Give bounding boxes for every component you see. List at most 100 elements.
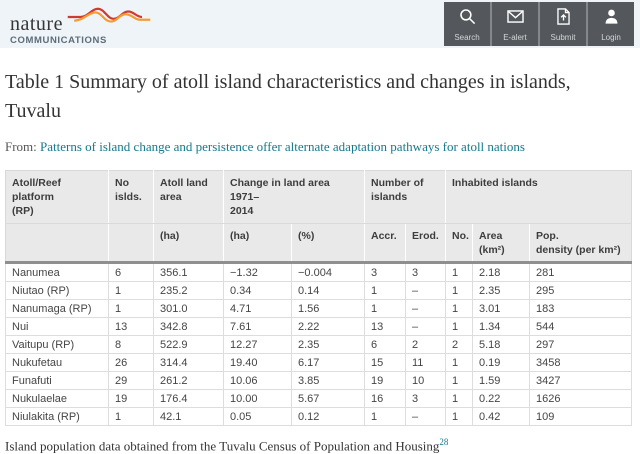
table-cell: 10.00: [223, 388, 292, 408]
table-cell: 2.35: [472, 280, 530, 300]
table-cell: 544: [529, 316, 632, 336]
table-cell: 176.4: [153, 388, 224, 408]
reference-28-link[interactable]: 28: [439, 436, 449, 447]
table-cell: 1626: [529, 388, 632, 408]
table-cell: 3458: [529, 352, 632, 372]
table-cell: 356.1: [153, 261, 224, 282]
search-icon: [458, 7, 477, 31]
table-cell: 1: [364, 280, 406, 300]
table-cell: 42.1: [153, 406, 224, 426]
table-cell: −1.32: [223, 261, 292, 282]
table-cell: 29: [108, 370, 154, 390]
column-sub-header: (%): [291, 223, 365, 264]
atoll-name-cell: Vaitupu (RP): [5, 334, 109, 354]
submit-button[interactable]: Submit: [540, 2, 586, 46]
table-cell: 522.9: [153, 334, 224, 354]
table-cell: 0.14: [291, 280, 365, 300]
table-cell: –: [405, 298, 446, 318]
table-cell: 4.71: [223, 298, 292, 318]
search-button[interactable]: Search: [444, 2, 490, 46]
table-row: Vaitupu (RP) 8 522.9 12.27 2.35 6 2 2 5.18 297: [5, 334, 632, 354]
table-cell: 2.35: [291, 334, 365, 354]
e-alert-button-label: E-alert: [503, 32, 527, 42]
atoll-name-cell: Niulakita (RP): [5, 406, 109, 426]
table-cell: 0.42: [472, 406, 530, 426]
table-cell: 6: [364, 334, 406, 354]
table-cell: 261.2: [153, 370, 224, 390]
header-button-bar: Search E-alert Submit: [444, 2, 634, 46]
table-cell: 2.18: [472, 261, 530, 282]
table-row: Nui 13 342.8 7.61 2.22 13–1 1.34 544: [5, 316, 632, 336]
table-cell: 1.59: [472, 370, 530, 390]
table-cell: 1: [108, 298, 154, 318]
table-cell: 2: [445, 334, 473, 354]
from-line: From: Patterns of island change and pers…: [5, 139, 635, 155]
article-link[interactable]: Patterns of island change and persistenc…: [40, 139, 525, 154]
table-cell: 16: [364, 388, 406, 408]
table-cell: 0.22: [472, 388, 530, 408]
table-cell: 1: [108, 280, 154, 300]
column-sub-header: Erod.: [405, 223, 446, 264]
table-cell: 1: [445, 352, 473, 372]
from-label: From:: [5, 139, 37, 154]
table-cell: 13: [364, 316, 406, 336]
table-cell: 5.18: [472, 334, 530, 354]
table-cell: 0.19: [472, 352, 530, 372]
table-cell: 12.27: [223, 334, 292, 354]
login-button[interactable]: Login: [588, 2, 634, 46]
table-cell: 3.85: [291, 370, 365, 390]
table-cell: 1.56: [291, 298, 365, 318]
table-cell: –: [405, 316, 446, 336]
atoll-name-cell: Nanumaga (RP): [5, 298, 109, 318]
table-cell: 183: [529, 298, 632, 318]
table-cell: 2: [405, 334, 446, 354]
column-sub-header: Accr.: [364, 223, 406, 264]
main-content: Table 1 Summary of atoll island characte…: [0, 68, 640, 454]
table-cell: 0.05: [223, 406, 292, 426]
column-sub-header: (ha): [223, 223, 292, 264]
table-cell: –: [405, 280, 446, 300]
column-sub-header: [5, 223, 109, 264]
table-cell: 13: [108, 316, 154, 336]
atoll-name-cell: Nanumea: [5, 261, 109, 282]
table-cell: −0.004: [291, 261, 365, 282]
table-cell: 19: [364, 370, 406, 390]
atoll-name-cell: Funafuti: [5, 370, 109, 390]
atoll-name-cell: Nukulaelae: [5, 388, 109, 408]
column-group-header: Change in land area 1971– 2014: [223, 170, 365, 224]
submit-document-icon: [554, 7, 573, 31]
table-cell: 1: [445, 298, 473, 318]
table-cell: 1: [364, 406, 406, 426]
search-button-label: Search: [454, 32, 480, 42]
table-cell: 10.06: [223, 370, 292, 390]
envelope-icon: [506, 7, 525, 31]
table-header: Atoll/Reef platform (RP) No islds. Atoll l…: [5, 170, 632, 264]
logo-brand-text: nature: [10, 13, 63, 35]
table-cell: 1.34: [472, 316, 530, 336]
column-sub-header: [108, 223, 154, 264]
column-sub-header: (ha): [153, 223, 224, 264]
table-row: Nukulaelae 19 176.4 10.00 5.67 16 3 1 0.22 1626: [5, 388, 632, 408]
table-cell: 19: [108, 388, 154, 408]
table-cell: 109: [529, 406, 632, 426]
table-cell: 1: [445, 388, 473, 408]
table-cell: 26: [108, 352, 154, 372]
table-cell: 301.0: [153, 298, 224, 318]
table-cell: 314.4: [153, 352, 224, 372]
nature-communications-logo[interactable]: nature COMMUNICATIONS: [10, 6, 153, 46]
column-sub-header: No.: [445, 223, 473, 264]
wave-logo-icon: [65, 6, 153, 33]
table-cell: 1: [108, 406, 154, 426]
submit-button-label: Submit: [550, 32, 576, 42]
logo-sub-text: COMMUNICATIONS: [10, 35, 107, 46]
e-alert-button[interactable]: E-alert: [492, 2, 538, 46]
table-row: Niulakita (RP) 1 42.1 0.05 0.12 1–1 0.42 109: [5, 406, 632, 426]
column-sub-header: Area (km²): [472, 223, 530, 264]
table-cell: 0.34: [223, 280, 292, 300]
column-group-header: Inhabited islands: [445, 170, 632, 224]
user-icon: [602, 7, 621, 31]
column-group-header: No islds.: [108, 170, 154, 224]
table-cell: 7.61: [223, 316, 292, 336]
column-group-header: Atoll/Reef platform (RP): [5, 170, 109, 224]
table-cell: 15: [364, 352, 406, 372]
